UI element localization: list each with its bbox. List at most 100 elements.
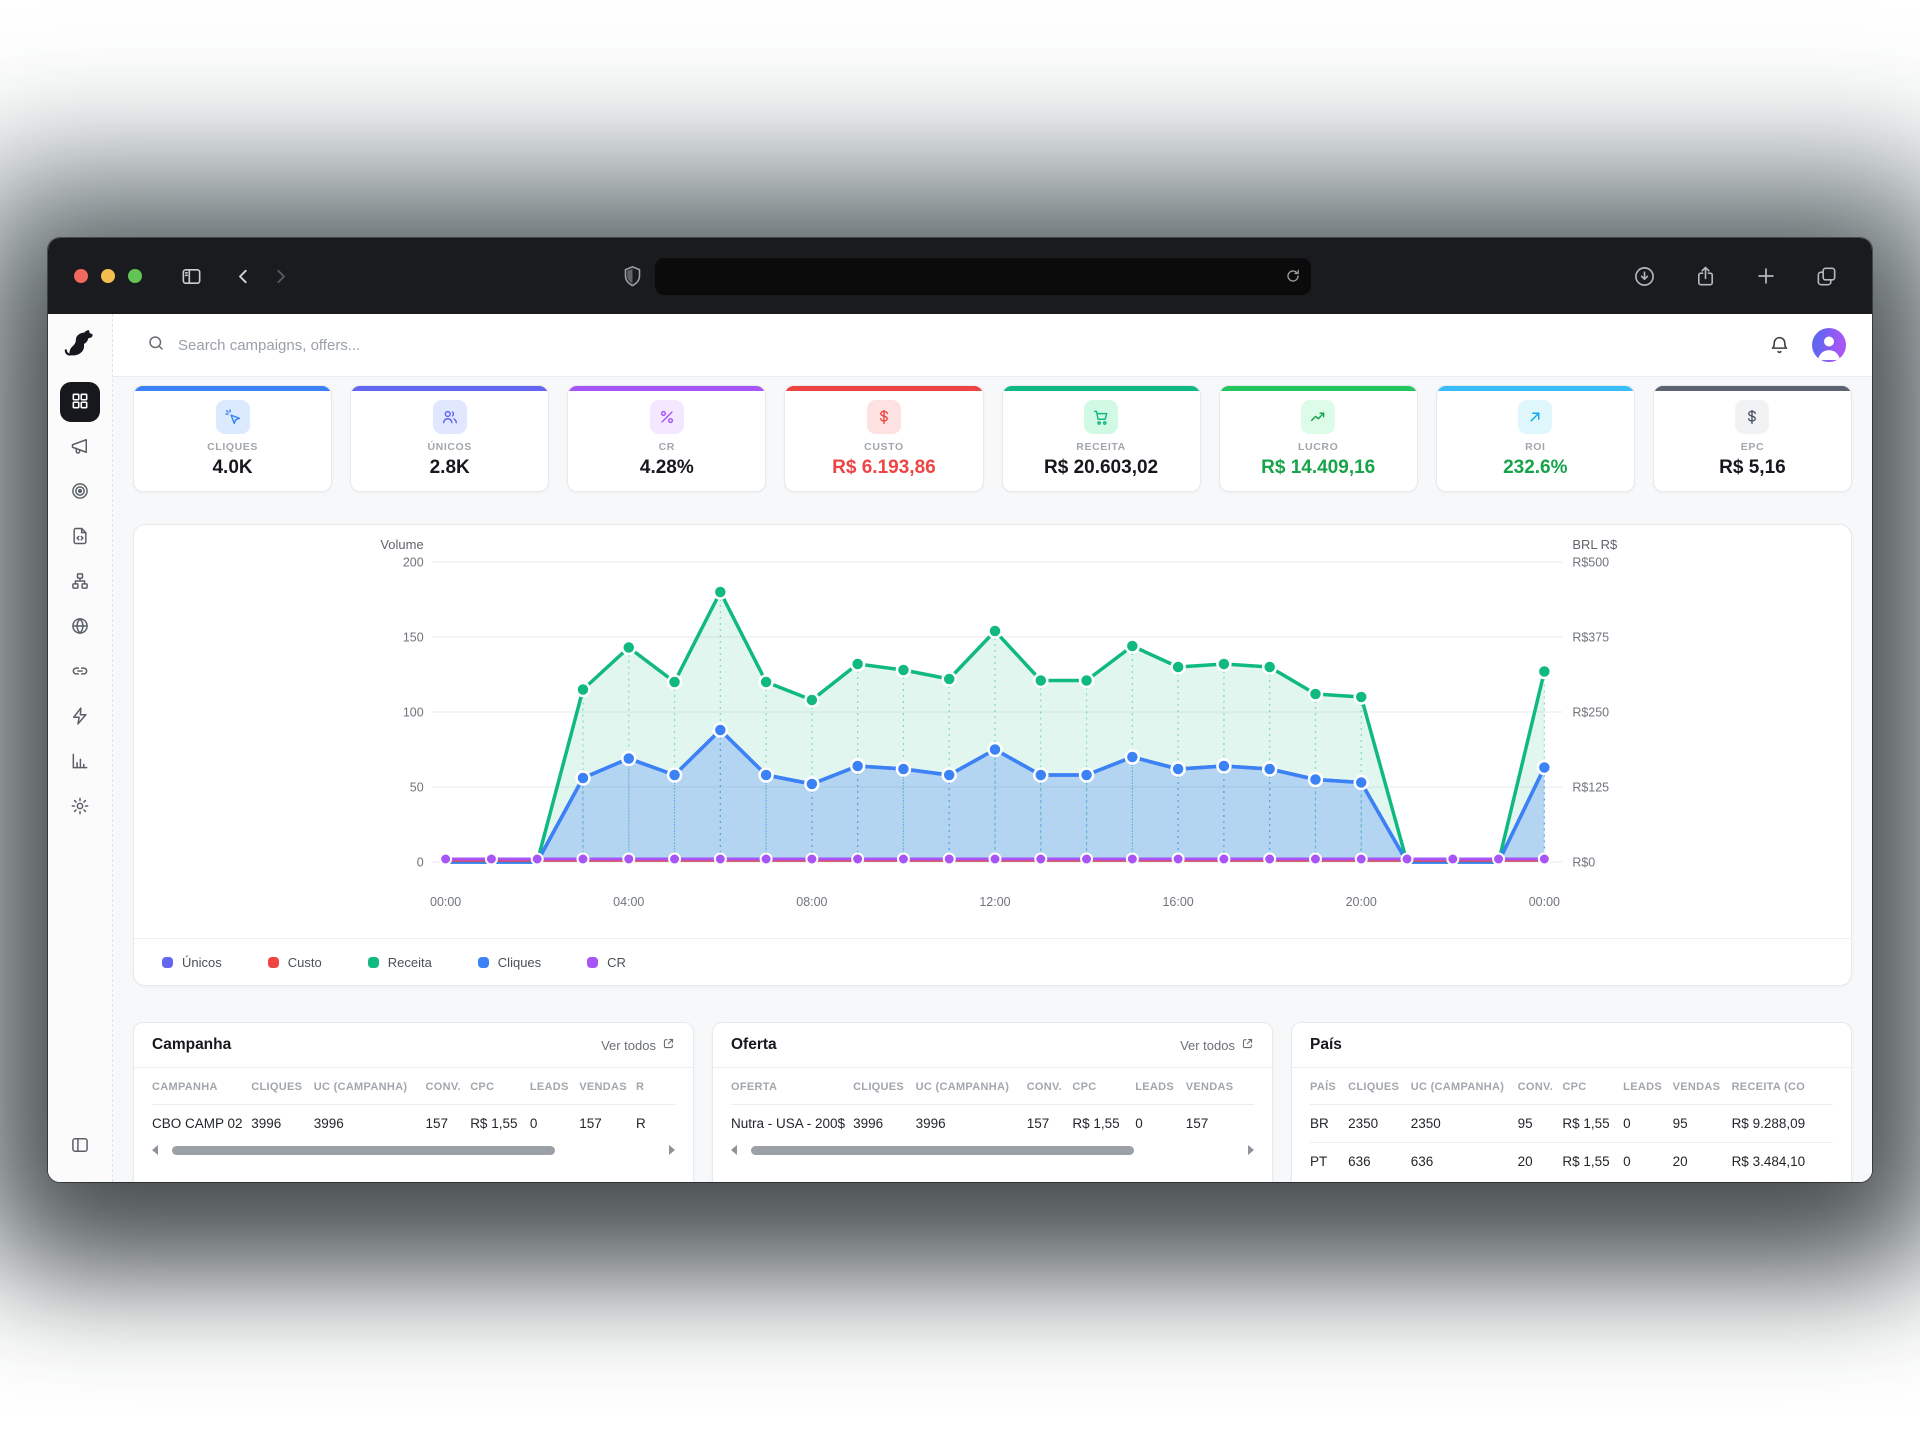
- trend-up-icon: [1301, 400, 1336, 434]
- column-header: UC (CAMPANHA): [915, 1081, 1010, 1093]
- minimize-window-button[interactable]: [101, 269, 115, 283]
- sidebar-item-dashboard[interactable]: [60, 382, 100, 422]
- url-bar[interactable]: [654, 257, 1311, 295]
- kpi-card-únicos: ÚNICOS 2.8K: [350, 385, 550, 492]
- horizontal-scrollbar[interactable]: [731, 1145, 1254, 1155]
- ver-todos-link[interactable]: Ver todos: [1180, 1037, 1254, 1053]
- sidebar-item-campaigns[interactable]: [60, 427, 100, 467]
- kpi-label: LUCRO: [1298, 441, 1339, 453]
- table-cell: 2350: [1348, 1104, 1411, 1143]
- sidebar-toggle-icon[interactable]: [180, 265, 203, 288]
- legend-color-dot: [477, 956, 489, 968]
- close-window-button[interactable]: [74, 269, 88, 283]
- tab-overview-icon[interactable]: [1815, 265, 1838, 288]
- bar-chart-icon: [70, 751, 90, 774]
- data-table: CAMPANHA CLIQUES UC (CAMPANHA) CONV. CPC LEAD…: [152, 1068, 675, 1142]
- external-link-icon: [1241, 1037, 1254, 1053]
- svg-text:08:00: 08:00: [796, 895, 827, 909]
- svg-text:16:00: 16:00: [1163, 895, 1194, 909]
- kpi-value: 2.8K: [429, 457, 470, 478]
- users-icon: [432, 400, 467, 434]
- legend-color-dot: [367, 956, 379, 968]
- legend-label: Cliques: [497, 954, 542, 970]
- column-header: R: [636, 1081, 645, 1093]
- column-header: VENDAS: [1185, 1081, 1234, 1093]
- legend-color-dot: [587, 956, 599, 968]
- scroll-right-arrow[interactable]: [669, 1145, 675, 1155]
- sidebar-item-reports[interactable]: [60, 742, 100, 782]
- legend-item-únicos[interactable]: Únicos: [162, 955, 222, 970]
- table-row[interactable]: CBO CAMP 02 3996 3996 157 R$ 1,55 0 157 R: [152, 1104, 675, 1142]
- user-avatar[interactable]: [1812, 328, 1846, 362]
- legend-item-custo[interactable]: Custo: [267, 955, 322, 970]
- scrollbar-thumb[interactable]: [751, 1145, 1135, 1155]
- svg-text:12:00: 12:00: [979, 895, 1010, 909]
- notifications-bell-icon[interactable]: [1769, 335, 1790, 356]
- svg-text:BRL R$: BRL R$: [1572, 537, 1618, 552]
- ver-todos-label: Ver todos: [601, 1037, 656, 1053]
- sidebar-item-funnels[interactable]: [60, 562, 100, 602]
- new-tab-icon[interactable]: [1755, 265, 1777, 287]
- column-header: LEADS: [529, 1081, 569, 1093]
- scroll-right-arrow[interactable]: [1248, 1145, 1254, 1155]
- column-header: UC (CAMPANHA): [1410, 1081, 1505, 1093]
- sidebar-item-domains[interactable]: [60, 607, 100, 647]
- table-cell: PT: [1310, 1142, 1349, 1180]
- scroll-left-arrow[interactable]: [152, 1145, 158, 1155]
- table-cell: 636: [1410, 1142, 1518, 1180]
- dollar-icon: [1735, 400, 1770, 434]
- collapse-sidebar-icon[interactable]: [60, 1125, 100, 1165]
- sidebar-item-settings[interactable]: [60, 787, 100, 827]
- table-cell: 636: [1348, 1142, 1411, 1180]
- search-input[interactable]: [176, 335, 600, 355]
- sidebar-item-links[interactable]: [60, 652, 100, 692]
- panel-title: País: [1310, 1036, 1342, 1053]
- reload-icon[interactable]: [1285, 268, 1301, 284]
- legend-item-cr[interactable]: CR: [587, 955, 626, 970]
- scroll-left-arrow[interactable]: [731, 1145, 737, 1155]
- back-button[interactable]: [233, 266, 254, 287]
- svg-text:R$0: R$0: [1572, 855, 1595, 869]
- traffic-chart-panel: 0 R$0 50 R$125 100 R$250 150 R$375 200 R$500 Volum…: [133, 524, 1852, 986]
- ver-todos-link[interactable]: Ver todos: [601, 1037, 675, 1053]
- table-row[interactable]: PT 636 636 20 R$ 1,55 0 20 R$ 3.484,10: [1310, 1142, 1833, 1180]
- percent-icon: [649, 400, 684, 434]
- table-cell: 3996: [853, 1104, 916, 1142]
- zoom-window-button[interactable]: [128, 269, 142, 283]
- share-icon[interactable]: [1694, 265, 1717, 288]
- search-bar[interactable]: [147, 334, 1757, 357]
- column-header: CONV.: [425, 1081, 461, 1093]
- table-cell: R$ 1,55: [1562, 1104, 1624, 1143]
- svg-text:R$500: R$500: [1572, 555, 1609, 569]
- sidebar-item-automations[interactable]: [60, 697, 100, 737]
- panel-header: País: [1292, 1023, 1851, 1068]
- sitemap-icon: [70, 571, 90, 594]
- cursor-click-icon: [215, 400, 250, 434]
- table-row[interactable]: Nutra - USA - 200$ 3996 3996 157 R$ 1,55 0 157: [731, 1104, 1254, 1142]
- dog-logo-icon: [64, 328, 96, 360]
- traffic-chart: 0 R$0 50 R$125 100 R$250 150 R$375 200 R$500 Volum…: [380, 537, 1618, 909]
- table-cell: R$ 1,55: [470, 1104, 530, 1142]
- column-header: CPC: [470, 1081, 495, 1093]
- horizontal-scrollbar[interactable]: [152, 1145, 675, 1155]
- sidebar-item-offers[interactable]: [60, 472, 100, 512]
- traffic-lights: [74, 269, 142, 283]
- svg-text:Volume: Volume: [380, 537, 423, 552]
- shield-icon[interactable]: [622, 265, 643, 288]
- svg-text:R$250: R$250: [1572, 705, 1609, 719]
- table-row[interactable]: BR 2350 2350 95 R$ 1,55 0 95 R$ 9.288,09: [1310, 1104, 1833, 1143]
- external-link-icon: [662, 1037, 675, 1053]
- svg-text:50: 50: [410, 780, 424, 794]
- legend-item-receita[interactable]: Receita: [367, 955, 432, 970]
- kpi-value: R$ 6.193,86: [832, 457, 936, 478]
- legend-label: CR: [607, 954, 626, 970]
- legend-item-cliques[interactable]: Cliques: [477, 954, 542, 970]
- scrollbar-thumb[interactable]: [172, 1145, 556, 1155]
- forward-button[interactable]: [270, 266, 291, 287]
- link-icon: [70, 661, 90, 684]
- downloads-icon[interactable]: [1633, 265, 1656, 288]
- sidebar-item-landing-pages[interactable]: [60, 517, 100, 557]
- table-cell: 0: [529, 1104, 580, 1142]
- kpi-row: CLIQUES 4.0K ÚNICOS 2.8K CR 4.28% CUSTO R$ 6.19…: [133, 385, 1852, 492]
- table-cell: Nutra - USA - 200$: [731, 1104, 854, 1142]
